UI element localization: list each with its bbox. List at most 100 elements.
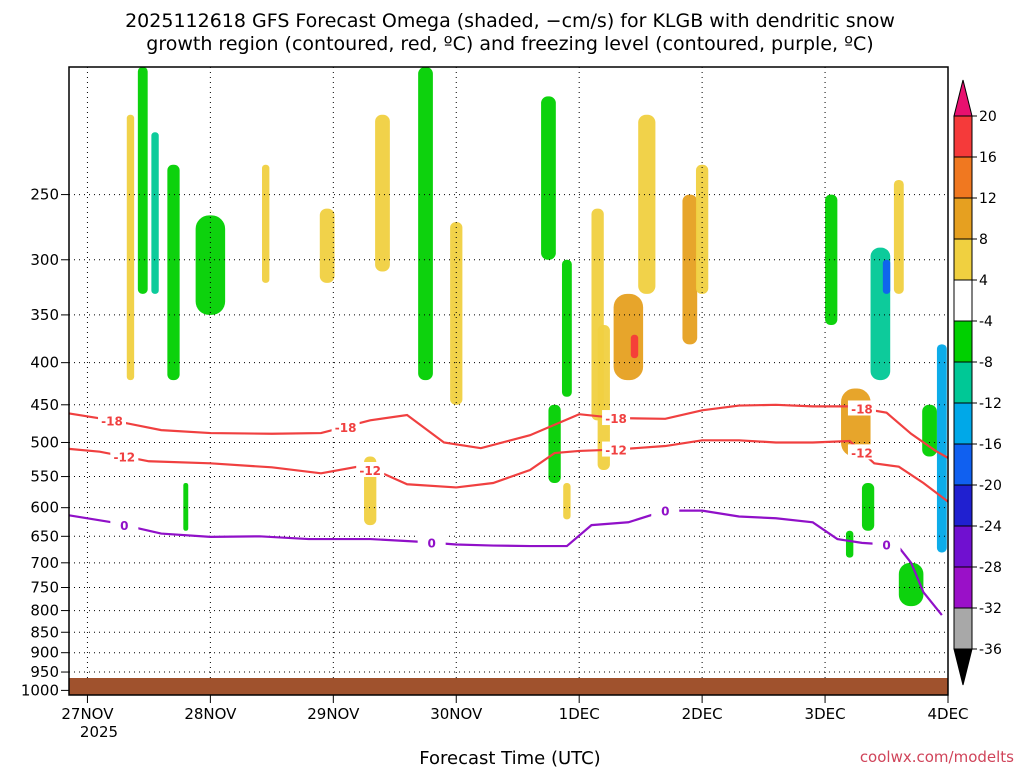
omega-cell <box>597 324 610 470</box>
x-tick-label: 4DEC <box>927 705 968 723</box>
y-tick-label: 450 <box>30 396 59 414</box>
colorbar-band <box>953 566 973 609</box>
x-axis: 27NOV 28NOV 29NOV 30NOV 1DEC 2DEC 3DEC 4DEC <box>61 695 969 723</box>
y-tick-label: 550 <box>30 468 59 486</box>
omega-cell <box>613 293 644 381</box>
x-tick-label: 27NOV <box>61 705 114 723</box>
colorbar-label: -12 <box>979 396 1002 412</box>
colorbar-band <box>953 361 973 404</box>
contour-label-bg <box>847 400 876 416</box>
colorbar-arrow-bottom <box>953 648 973 686</box>
contour-label-bg <box>110 448 139 464</box>
y-tick-label: 700 <box>30 554 59 572</box>
contour-label: -18 <box>851 402 873 416</box>
x-tick-label: 2DEC <box>682 705 723 723</box>
y-tick-label: 250 <box>30 186 59 204</box>
colorbar-label: 8 <box>979 232 988 248</box>
gridlines <box>69 67 949 695</box>
x-axis-label: Forecast Time (UTC) <box>419 748 600 768</box>
x-tick-label: 29NOV <box>307 705 360 723</box>
omega-cell <box>375 114 390 272</box>
contour-line <box>68 439 949 503</box>
contour-label: -18 <box>335 421 357 435</box>
contour-label-bg <box>417 534 446 550</box>
omega-cell <box>541 96 556 260</box>
colorbar-band <box>953 443 973 486</box>
y-tick-label: 350 <box>30 306 59 324</box>
omega-cell <box>682 194 698 345</box>
omega-cell <box>548 404 561 484</box>
x-tick-label: 3DEC <box>805 705 846 723</box>
omega-cell <box>167 164 180 381</box>
contour-label: 0 <box>427 537 435 551</box>
colorbar-label: 4 <box>979 273 988 289</box>
omega-cell <box>563 483 571 520</box>
y-tick-label: 600 <box>30 499 59 517</box>
colorbar-band <box>953 484 973 527</box>
omega-cell <box>195 215 226 315</box>
colorbar-arrow-top <box>953 79 973 117</box>
contour-label: 0 <box>120 519 128 533</box>
colorbar: 20 16 12 8 4 -4 -8 -12 -16 -20 -24 -28 -32 -36 <box>953 79 1002 686</box>
contour-label: 0 <box>882 538 890 552</box>
colorbar-band <box>953 525 973 568</box>
omega-cell <box>561 259 572 397</box>
omega-cell <box>882 259 891 294</box>
omega-cell <box>898 562 924 607</box>
omega-cell <box>638 114 656 294</box>
y-tick-label: 400 <box>30 354 59 372</box>
colorbar-band <box>953 115 973 158</box>
contour-label: -12 <box>605 444 627 458</box>
colorbar-label: 20 <box>979 109 997 125</box>
omega-cell <box>845 530 854 558</box>
colorbar-label: -24 <box>979 519 1002 535</box>
colorbar-band <box>953 156 973 199</box>
y-tick-label: 850 <box>30 623 59 641</box>
y-tick-label: 800 <box>30 602 59 620</box>
y-tick-label: 500 <box>30 433 59 451</box>
colorbar-label: -32 <box>979 601 1002 617</box>
omega-cell <box>695 164 709 294</box>
contour-label-bg <box>356 461 385 477</box>
x-tick-label: 1DEC <box>559 705 600 723</box>
y-tick-label: 900 <box>30 644 59 662</box>
contour-label-bg <box>872 536 901 552</box>
omega-cell <box>450 222 463 405</box>
omega-cell <box>630 334 639 359</box>
ground-surface <box>69 678 948 695</box>
omega-shading <box>126 67 947 607</box>
contour-label: -12 <box>113 451 135 465</box>
y-axis: 250 300 350 400 450 500 550 600 650 700 750 800 850 9… <box>21 186 69 699</box>
contour-label-bg <box>847 444 876 460</box>
contour-label: -12 <box>851 446 873 460</box>
x-tick-label: 30NOV <box>430 705 483 723</box>
contour-line <box>68 403 949 459</box>
x-year-label: 2025 <box>80 723 118 741</box>
omega-cell <box>936 344 947 553</box>
y-tick-label: 950 <box>30 663 59 681</box>
colorbar-label: -20 <box>979 478 1002 494</box>
colorbar-band <box>953 197 973 240</box>
colorbar-label: -8 <box>979 355 993 371</box>
credit-link[interactable]: coolwx.com/modelts <box>860 748 1014 766</box>
contour-label-bg <box>602 410 631 426</box>
colorbar-band <box>953 402 973 445</box>
colorbar-label: -16 <box>979 437 1002 453</box>
omega-cell <box>825 194 838 325</box>
omega-cell <box>137 67 148 294</box>
colorbar-label: -36 <box>979 642 1002 658</box>
colorbar-label: 12 <box>979 191 997 207</box>
colorbar-label: 16 <box>979 150 997 166</box>
colorbar-label: -4 <box>979 314 993 330</box>
y-tick-label: 650 <box>30 527 59 545</box>
y-tick-label: 300 <box>30 251 59 269</box>
omega-cell <box>861 483 875 531</box>
omega-cell <box>262 164 270 283</box>
contour-label-bg <box>98 412 127 428</box>
colorbar-band <box>953 320 973 363</box>
contour-label-bg <box>331 418 360 434</box>
colorbar-label: -28 <box>979 560 1002 576</box>
y-tick-label: 750 <box>30 578 59 596</box>
contour-label-bg <box>602 441 631 457</box>
